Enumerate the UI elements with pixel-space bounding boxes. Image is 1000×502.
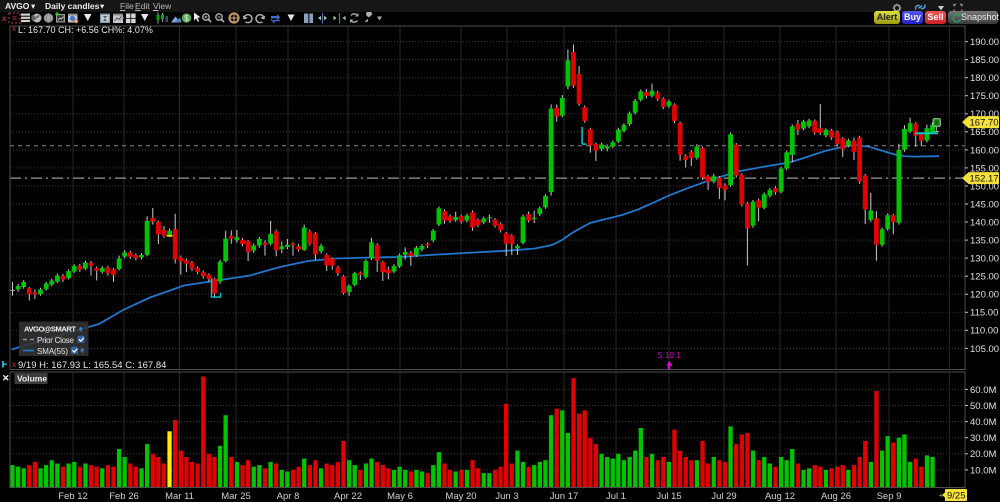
- svg-text:9/19 H: 167.93 L: 165.54 C:: 9/19 H: 167.93 L: 165.54 C: 167.84: [18, 360, 166, 371]
- svg-text:Jul 15: Jul 15: [656, 491, 681, 502]
- svg-text:155.00: 155.00: [970, 163, 999, 174]
- svg-text:Volume: Volume: [17, 374, 47, 384]
- svg-text:110.00: 110.00: [970, 326, 998, 337]
- svg-text:Mar 25: Mar 25: [221, 491, 251, 502]
- svg-text:Prior Close: Prior Close: [37, 336, 75, 345]
- svg-text:20.0M: 20.0M: [970, 449, 996, 460]
- svg-text:Aug 12: Aug 12: [765, 491, 795, 502]
- svg-text:Feb 26: Feb 26: [109, 491, 139, 502]
- svg-text:Sep 9: Sep 9: [877, 491, 902, 502]
- svg-text:167.70: 167.70: [970, 118, 999, 129]
- svg-text:190.00: 190.00: [970, 37, 999, 48]
- svg-text:L: 167.70 CH: +6.56 CH%: 4.07%: L: 167.70 CH: +6.56 CH%: 4.07%: [18, 25, 153, 35]
- svg-text:185.00: 185.00: [970, 55, 999, 66]
- svg-text:Jul 29: Jul 29: [711, 491, 736, 502]
- svg-text:x: x: [12, 24, 16, 33]
- svg-text:9/25: 9/25: [947, 491, 966, 502]
- svg-text:30.0M: 30.0M: [970, 433, 996, 444]
- svg-text:50.0M: 50.0M: [970, 401, 996, 412]
- svg-text:May 6: May 6: [387, 491, 413, 502]
- svg-text:105.00: 105.00: [970, 344, 999, 355]
- svg-text:120.00: 120.00: [970, 290, 999, 301]
- svg-text:160.00: 160.00: [970, 145, 999, 156]
- svg-text:115.00: 115.00: [970, 308, 998, 319]
- svg-text:152.17: 152.17: [970, 174, 999, 185]
- svg-text:$: $: [184, 14, 189, 23]
- svg-text:✕: ✕: [2, 373, 10, 383]
- svg-text:145.00: 145.00: [970, 199, 999, 210]
- svg-text:SMA(55): SMA(55): [37, 347, 68, 356]
- svg-text:40.0M: 40.0M: [970, 417, 996, 428]
- svg-text:60.0M: 60.0M: [970, 385, 996, 396]
- svg-text:170.00: 170.00: [970, 109, 999, 120]
- svg-text:AVGO@SMART: AVGO@SMART: [24, 325, 76, 334]
- svg-text:130.00: 130.00: [970, 254, 999, 265]
- svg-text:Apr 22: Apr 22: [334, 491, 362, 502]
- svg-text:x: x: [2, 14, 7, 23]
- svg-text:140.00: 140.00: [970, 217, 999, 228]
- svg-text:175.00: 175.00: [970, 91, 999, 102]
- svg-text:135.00: 135.00: [970, 236, 999, 247]
- svg-text:S 10:1: S 10:1: [657, 351, 681, 360]
- svg-text:May 20: May 20: [445, 491, 476, 502]
- svg-text:180.00: 180.00: [970, 73, 999, 84]
- svg-text:165.00: 165.00: [970, 127, 999, 138]
- svg-text:+: +: [939, 491, 944, 500]
- svg-text:125.00: 125.00: [970, 272, 999, 283]
- svg-text:Jun 3: Jun 3: [495, 491, 518, 502]
- svg-text:Jul 1: Jul 1: [606, 491, 626, 502]
- svg-text:Apr 8: Apr 8: [277, 491, 300, 502]
- svg-text:150.00: 150.00: [970, 181, 999, 192]
- svg-text:Aug 26: Aug 26: [821, 491, 851, 502]
- svg-text:Mar 11: Mar 11: [165, 491, 194, 502]
- svg-text:Feb 12: Feb 12: [58, 491, 88, 502]
- svg-text:x: x: [12, 360, 16, 369]
- svg-text:10.0M: 10.0M: [970, 465, 996, 476]
- svg-text:Jun 17: Jun 17: [550, 491, 579, 502]
